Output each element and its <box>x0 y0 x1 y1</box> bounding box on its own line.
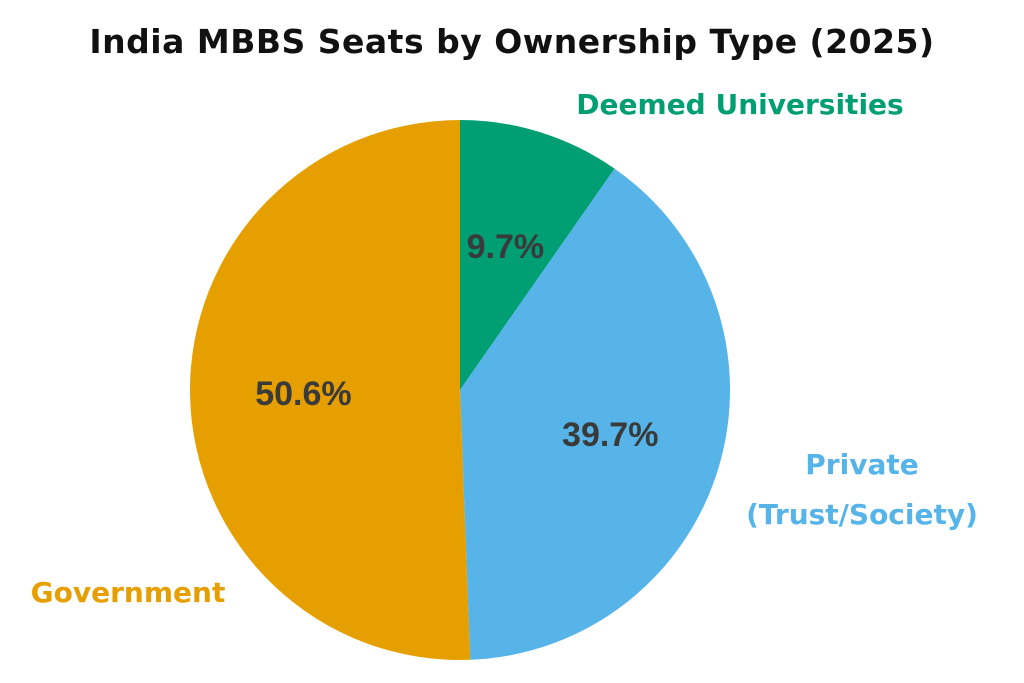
pie-slice-1 <box>460 168 730 660</box>
slice-value-label-2: 50.6% <box>255 375 351 413</box>
slice-value-label-1: 39.7% <box>562 416 658 454</box>
slice-label-private: Private (Trust/Society) <box>712 440 1012 540</box>
slice-label-deemed: Deemed Universities <box>576 88 904 121</box>
slice-label-private-line2: (Trust/Society) <box>746 498 978 531</box>
slice-label-government: Government <box>30 576 226 609</box>
chart-title: India MBBS Seats by Ownership Type (2025… <box>89 22 935 61</box>
slice-label-private-line1: Private <box>805 448 919 481</box>
pie-slice-0 <box>460 120 615 390</box>
slice-value-label-0: 9.7% <box>467 228 545 266</box>
pie-slice-2 <box>190 120 471 661</box>
